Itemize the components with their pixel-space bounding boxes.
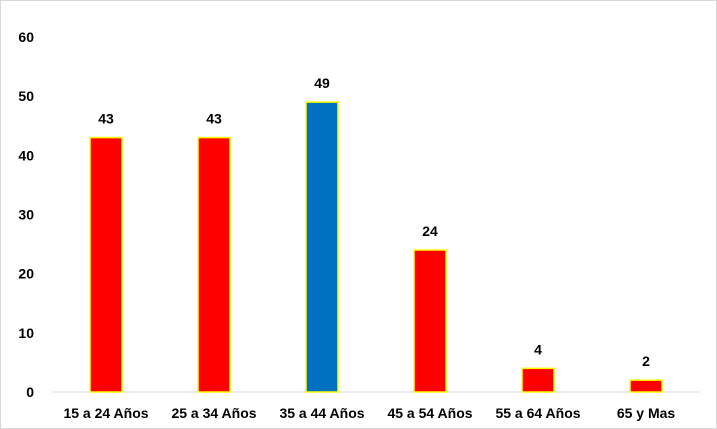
data-label: 24	[422, 223, 438, 239]
x-tick-label: 65 y Mas	[617, 405, 676, 421]
y-tick-label: 50	[18, 88, 34, 104]
bar	[89, 136, 123, 393]
y-tick-label: 40	[18, 147, 34, 163]
y-tick-label: 60	[18, 29, 34, 45]
bar	[629, 379, 663, 393]
x-tick-label: 35 a 44 Años	[279, 405, 364, 421]
y-axis-ticks: 0 10 20 30 40 50 60	[18, 29, 34, 400]
data-label: 43	[206, 111, 222, 127]
x-tick-label: 55 a 64 Años	[495, 405, 580, 421]
y-tick-label: 30	[18, 207, 34, 223]
data-label: 49	[314, 75, 330, 91]
x-tick-label: 45 a 54 Años	[387, 405, 472, 421]
bars	[89, 101, 663, 393]
data-label: 4	[534, 341, 542, 357]
y-tick-label: 0	[26, 384, 34, 400]
x-tick-label: 15 a 24 Años	[63, 405, 148, 421]
data-label: 2	[642, 353, 650, 369]
y-tick-label: 10	[18, 325, 34, 341]
x-axis-ticks: 15 a 24 Años 25 a 34 Años 35 a 44 Años 45 a…	[63, 405, 675, 421]
bar	[305, 101, 339, 393]
data-label: 43	[98, 111, 114, 127]
x-tick-label: 25 a 34 Años	[171, 405, 256, 421]
y-tick-label: 20	[18, 266, 34, 282]
bar	[413, 249, 447, 393]
bar	[521, 367, 555, 393]
bar	[197, 136, 231, 393]
data-labels: 43 43 49 24 4 2	[98, 75, 650, 369]
